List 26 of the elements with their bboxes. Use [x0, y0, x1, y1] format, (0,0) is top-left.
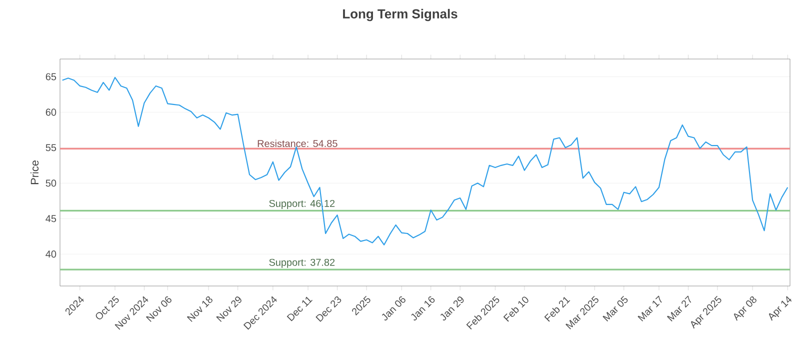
x-tick-label: Jan 16	[411, 296, 435, 320]
ref-line-label: Support: 37.82	[269, 258, 335, 268]
y-tick-label: 45	[46, 215, 56, 222]
x-tick-label: Mar 27	[666, 296, 692, 322]
y-tick-label: 60	[46, 108, 56, 116]
x-tick-label: Apr 08	[734, 296, 756, 321]
y-tick-label: 65	[46, 73, 56, 80]
line-series	[62, 76, 788, 246]
x-tick-label: Feb 10	[503, 296, 528, 322]
x-tick-label: Mar 05	[602, 296, 628, 322]
x-tick-label: Oct 25	[96, 296, 119, 320]
x-tick-label: Jan 06	[382, 296, 406, 320]
x-tick-label: Dec 23	[316, 296, 342, 322]
chart-title: Long Term Signals	[343, 8, 458, 22]
x-tick-label: Dec 11	[286, 296, 313, 322]
y-tick-label: 40	[46, 250, 56, 258]
y-tick-label: 55	[46, 144, 56, 152]
y-tick-label: 50	[46, 180, 56, 187]
x-tick-label: Nov 29	[216, 296, 242, 322]
x-tick-label: Jan 29	[440, 296, 464, 320]
y-axis-title: Price	[30, 160, 39, 184]
ref-line-label: Resistance: 54.85	[258, 140, 338, 148]
x-tick-label: Nov 18	[186, 296, 212, 322]
x-tick-label: Apr 14	[768, 296, 792, 321]
x-tick-label: Feb 21	[544, 297, 570, 322]
x-tick-label: Mar 17	[638, 296, 662, 322]
